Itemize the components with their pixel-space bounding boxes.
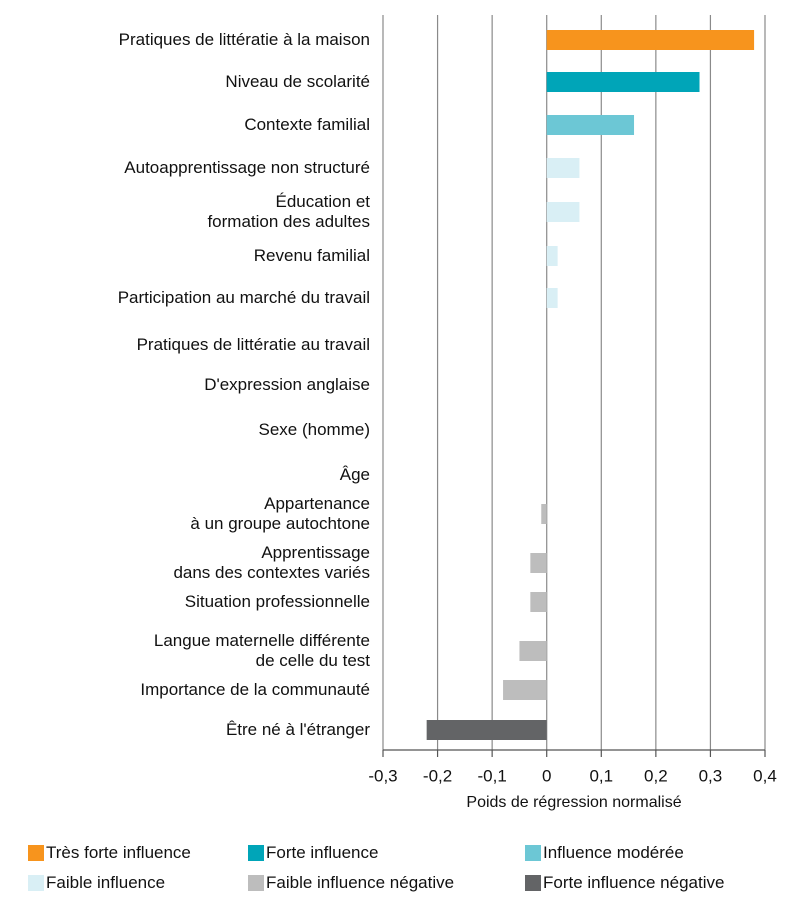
- bar: [426, 720, 547, 740]
- bar: [546, 288, 558, 308]
- bar: [546, 72, 700, 92]
- category-label: Contexte familial: [244, 115, 370, 134]
- x-tick-label: 0,3: [699, 766, 723, 785]
- x-tick-label: 0: [542, 766, 551, 785]
- category-label: Éducation et formation des adultes: [207, 192, 370, 231]
- legend-label: Faible influence négative: [266, 873, 455, 892]
- bar: [546, 246, 558, 266]
- x-tick-label: -0,2: [423, 766, 452, 785]
- legend-swatch: [525, 845, 541, 861]
- category-label: Niveau de scolarité: [225, 72, 370, 91]
- x-axis-label: Poids de régression normalisé: [466, 794, 681, 811]
- legend-swatch: [28, 875, 44, 891]
- category-label: Pratiques de littératie à la maison: [118, 30, 370, 49]
- category-label: Être né à l'étranger: [225, 720, 370, 739]
- bar: [541, 504, 547, 524]
- legend-swatch: [248, 845, 264, 861]
- category-label: Importance de la communauté: [140, 680, 370, 699]
- category-label: Âge: [339, 465, 370, 484]
- x-tick-label: 0,1: [589, 766, 613, 785]
- bar: [546, 158, 580, 178]
- x-tick-label: 0,4: [753, 766, 777, 785]
- category-label: Participation au marché du travail: [117, 288, 370, 307]
- category-label: Appartenance à un groupe autochtone: [190, 494, 370, 533]
- legend-label: Faible influence: [46, 873, 166, 892]
- legend-label: Très forte influence: [46, 843, 191, 862]
- category-label: Sexe (homme): [258, 420, 370, 439]
- bar: [530, 553, 547, 573]
- bar: [503, 680, 547, 700]
- bar: [546, 30, 755, 50]
- category-label: Apprentissage dans des contextes variés: [173, 543, 370, 582]
- legend-swatch: [525, 875, 541, 891]
- legend-label: Forte influence négative: [543, 873, 725, 892]
- legend-label: Influence modérée: [543, 843, 684, 862]
- x-tick-label: -0,3: [368, 766, 397, 785]
- legend-swatch: [248, 875, 264, 891]
- category-label: Revenu familial: [253, 246, 370, 265]
- category-label: Langue maternelle différente de celle du…: [153, 631, 370, 670]
- bar: [546, 115, 635, 135]
- x-tick-label: -0,1: [477, 766, 506, 785]
- category-label: Autoapprentissage non structuré: [124, 158, 370, 177]
- legend-swatch: [28, 845, 44, 861]
- bar: [519, 641, 547, 661]
- legend-label: Forte influence: [266, 843, 379, 862]
- x-tick-label: 0,2: [644, 766, 668, 785]
- category-label: Pratiques de littératie au travail: [136, 335, 370, 354]
- category-label: Situation professionnelle: [184, 592, 370, 611]
- category-label: D'expression anglaise: [204, 375, 370, 394]
- bar: [530, 592, 547, 612]
- bar: [546, 202, 580, 222]
